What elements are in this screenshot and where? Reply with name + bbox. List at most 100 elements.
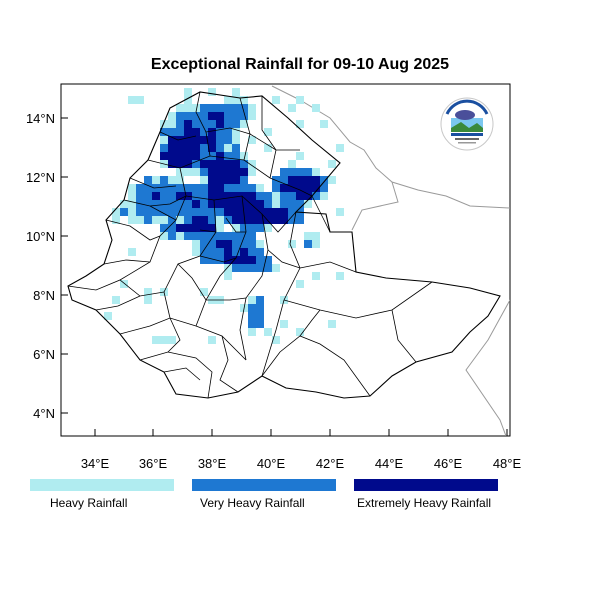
rainfall-cell: [192, 232, 200, 240]
rainfall-cell: [240, 232, 248, 240]
lon-tick-label: 40°E: [257, 456, 286, 471]
rainfall-cell: [160, 336, 168, 344]
lon-tick-label: 48°E: [493, 456, 522, 471]
rainfall-cell: [264, 328, 272, 336]
rainfall-cell: [248, 160, 256, 168]
lat-tick-label: 12°N: [26, 170, 55, 185]
rainfall-cell: [216, 176, 224, 184]
rainfall-cell: [216, 144, 224, 152]
rainfall-cell: [296, 280, 304, 288]
rainfall-cell: [184, 160, 192, 168]
rainfall-cell: [224, 256, 232, 264]
rainfall-cell: [320, 176, 328, 184]
rainfall-cell: [240, 192, 248, 200]
rainfall-cell: [168, 152, 176, 160]
rainfall-cell: [144, 216, 152, 224]
rainfall-cell: [192, 144, 200, 152]
rainfall-cell: [232, 136, 240, 144]
rainfall-cell: [296, 152, 304, 160]
rainfall-cell: [240, 176, 248, 184]
rainfall-cell: [176, 232, 184, 240]
rainfall-cell: [168, 208, 176, 216]
rainfall-cell: [176, 104, 184, 112]
rainfall-cell: [248, 208, 256, 216]
rainfall-cell: [192, 184, 200, 192]
rainfall-cell: [216, 168, 224, 176]
rainfall-cell: [264, 216, 272, 224]
legend-label-heavy: Heavy Rainfall: [50, 496, 128, 510]
rainfall-cell: [208, 160, 216, 168]
rainfall-cell: [184, 208, 192, 216]
rainfall-cell: [200, 256, 208, 264]
rainfall-cell: [200, 144, 208, 152]
rainfall-cell: [192, 152, 200, 160]
rainfall-cell: [184, 136, 192, 144]
rainfall-cell: [192, 120, 200, 128]
rainfall-cell: [144, 200, 152, 208]
rainfall-cell: [232, 128, 240, 136]
rainfall-cell: [184, 104, 192, 112]
rainfall-cell: [184, 200, 192, 208]
rainfall-cell: [248, 104, 256, 112]
rainfall-cell: [240, 96, 248, 104]
rainfall-cell: [232, 184, 240, 192]
rainfall-cell: [128, 200, 136, 208]
rainfall-cell: [240, 224, 248, 232]
rainfall-cell: [232, 104, 240, 112]
rainfall-cell: [216, 192, 224, 200]
rainfall-cell: [216, 120, 224, 128]
rainfall-cell: [152, 208, 160, 216]
rainfall-cell: [272, 200, 280, 208]
lon-tick-label: 38°E: [198, 456, 227, 471]
rainfall-cell: [224, 216, 232, 224]
rainfall-cell: [176, 200, 184, 208]
rainfall-cell: [112, 296, 120, 304]
rainfall-cell: [184, 224, 192, 232]
rainfall-cell: [256, 312, 264, 320]
rainfall-cell: [168, 232, 176, 240]
rainfall-cell: [176, 184, 184, 192]
rainfall-cell: [280, 168, 288, 176]
rainfall-cell: [144, 192, 152, 200]
rainfall-cell: [240, 104, 248, 112]
rainfall-cell: [272, 264, 280, 272]
rainfall-cell: [240, 264, 248, 272]
rainfall-cell: [208, 216, 216, 224]
rainfall-cell: [184, 216, 192, 224]
legend-swatch-heavy: [30, 479, 174, 491]
lon-tick-label: 42°E: [316, 456, 345, 471]
rainfall-cell: [224, 168, 232, 176]
rainfall-cell: [184, 168, 192, 176]
rainfall-cell: [208, 256, 216, 264]
rainfall-cell: [200, 112, 208, 120]
rainfall-cell: [232, 160, 240, 168]
rainfall-cell: [184, 232, 192, 240]
rainfall-cell: [256, 216, 264, 224]
rainfall-cell: [288, 216, 296, 224]
rainfall-cell: [248, 224, 256, 232]
rainfall-cell: [272, 336, 280, 344]
rainfall-cell: [184, 144, 192, 152]
rainfall-cell: [240, 112, 248, 120]
rainfall-cell: [168, 216, 176, 224]
rainfall-cell: [248, 304, 256, 312]
rainfall-cell: [248, 312, 256, 320]
rainfall-cell: [264, 208, 272, 216]
rainfall-cell: [208, 224, 216, 232]
rainfall-cell: [256, 264, 264, 272]
rainfall-cell: [232, 152, 240, 160]
rainfall-cell: [200, 104, 208, 112]
rainfall-cell: [288, 160, 296, 168]
rainfall-cell: [216, 248, 224, 256]
rainfall-cell: [280, 184, 288, 192]
rainfall-cell: [296, 216, 304, 224]
rainfall-cell: [176, 120, 184, 128]
rainfall-cell: [192, 192, 200, 200]
lat-tick-label: 6°N: [33, 347, 55, 362]
rainfall-cell: [160, 120, 168, 128]
rainfall-cell: [168, 200, 176, 208]
rainfall-cell: [208, 208, 216, 216]
rainfall-cell: [232, 176, 240, 184]
rainfall-cell: [232, 88, 240, 96]
rainfall-cell: [200, 168, 208, 176]
